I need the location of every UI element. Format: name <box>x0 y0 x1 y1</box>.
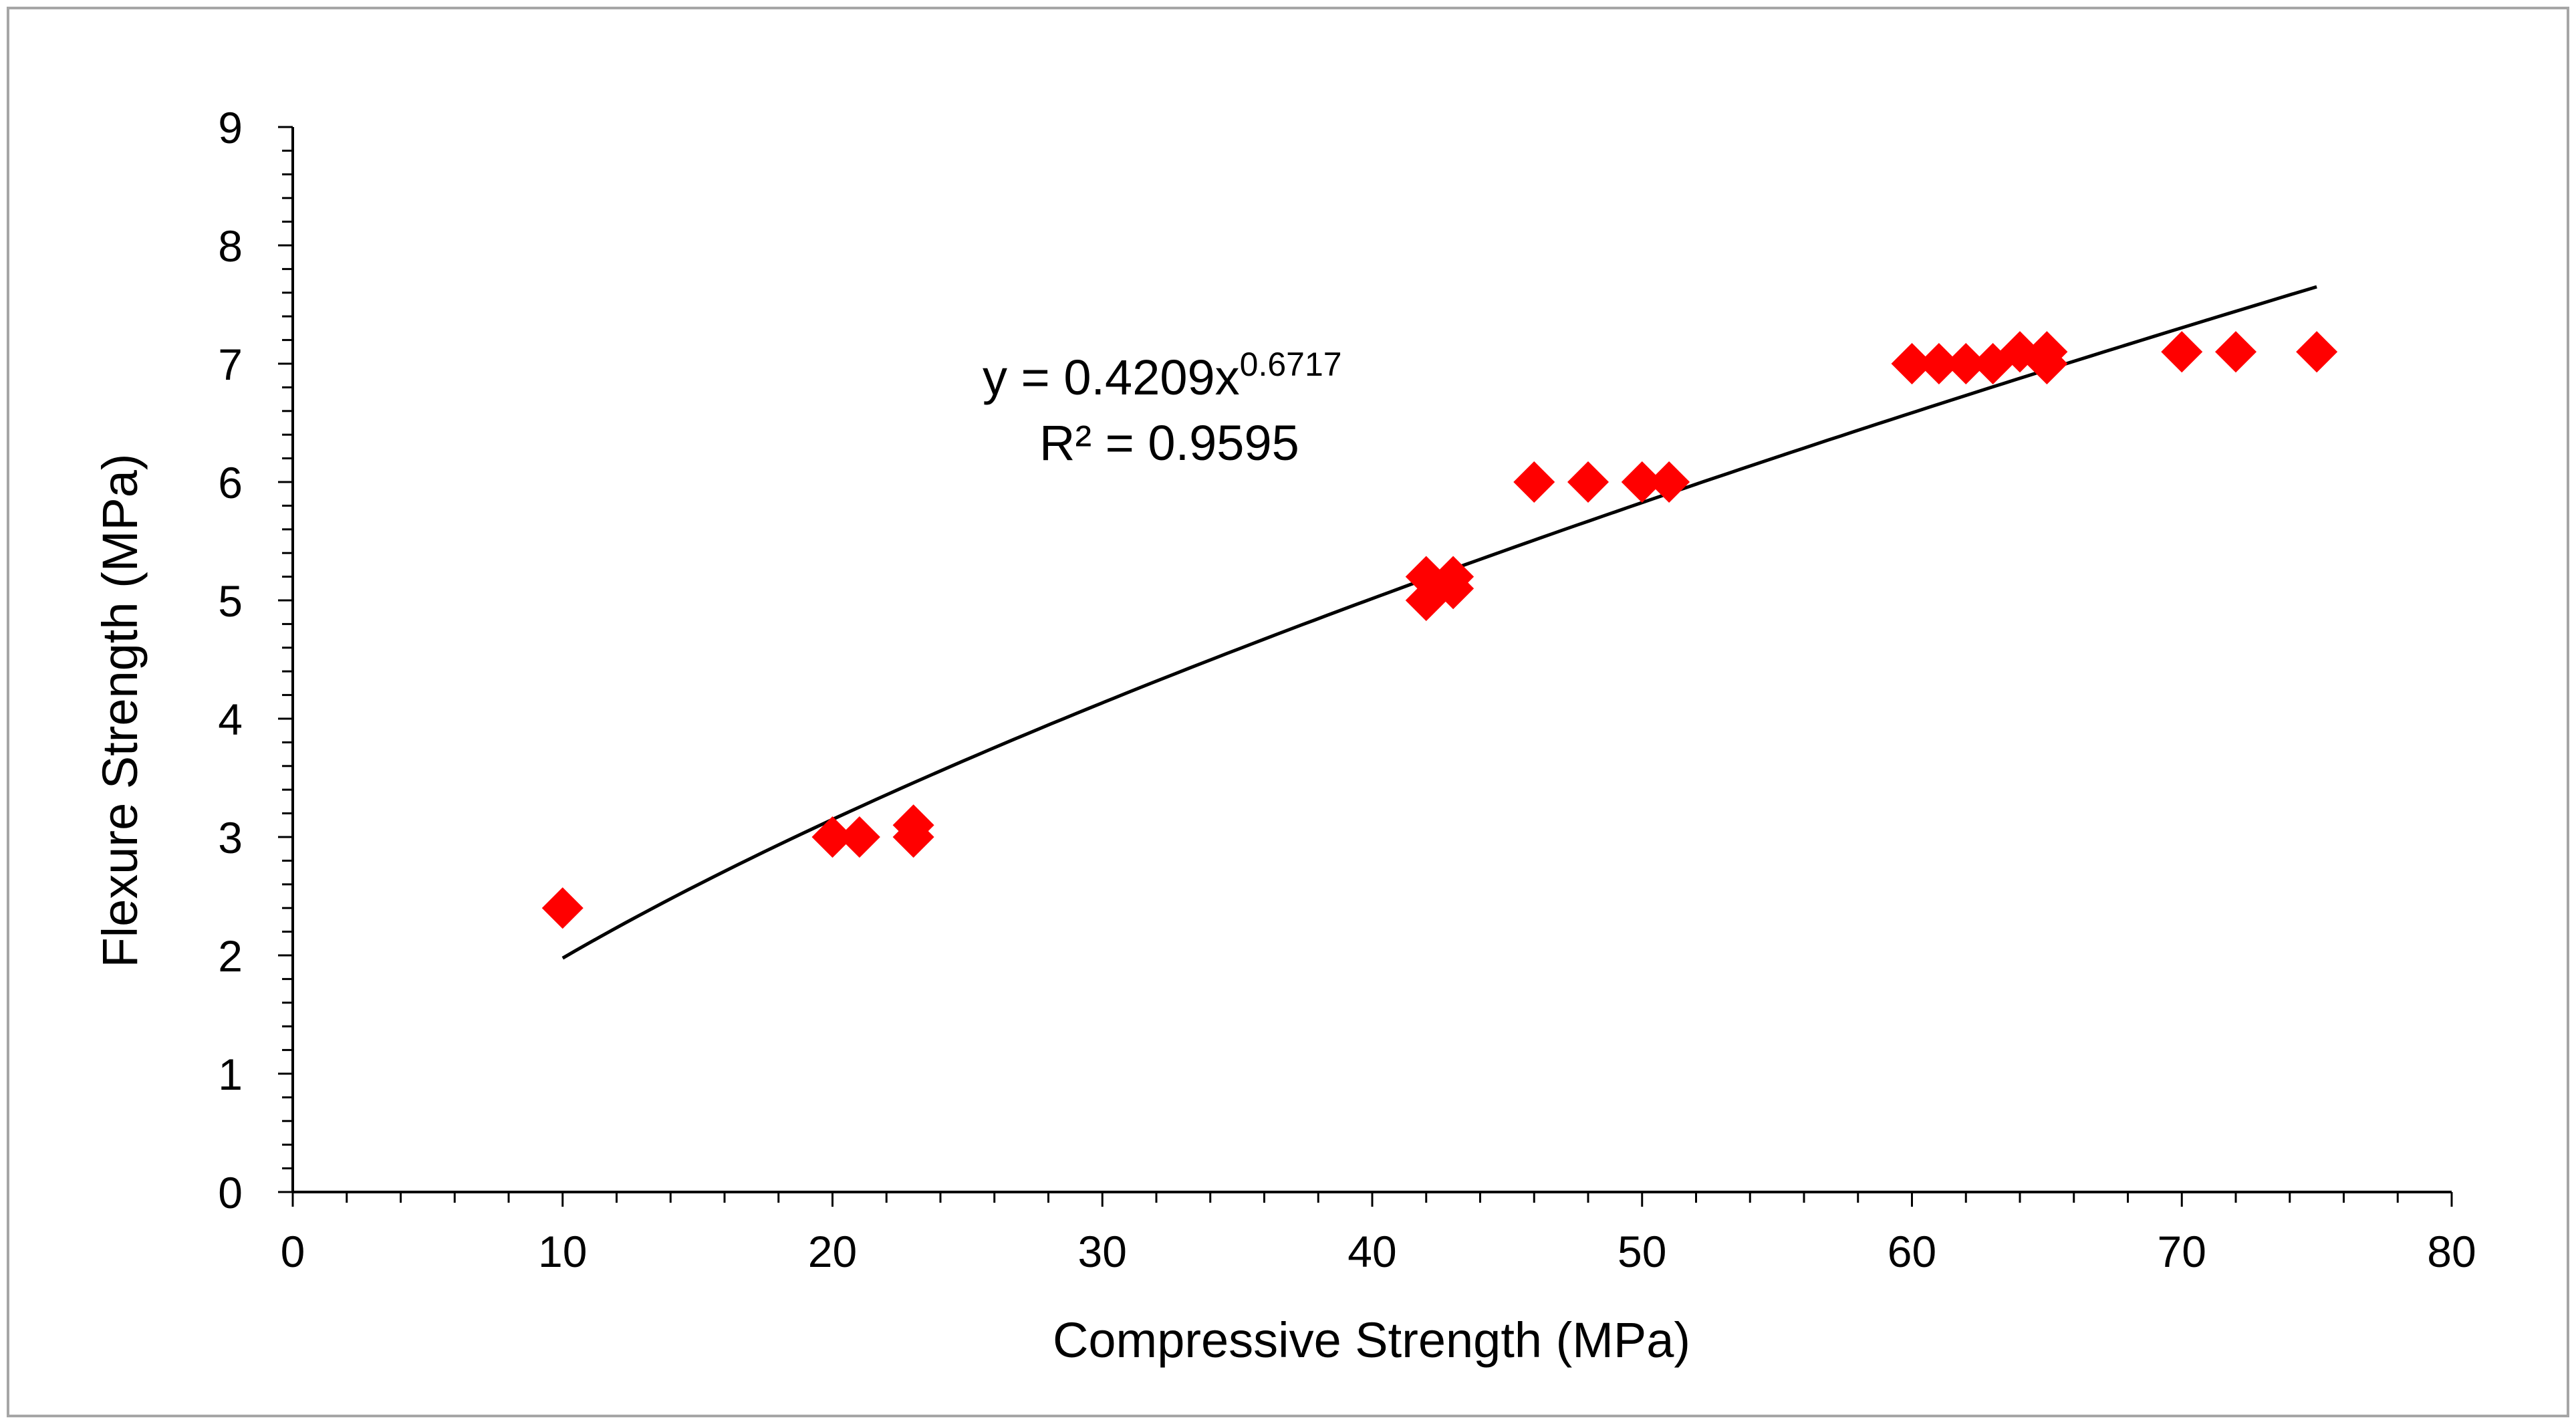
x-tick-label: 0 <box>281 1227 305 1276</box>
y-tick-label: 4 <box>218 695 243 744</box>
data-point-diamond <box>838 816 880 858</box>
x-tick-label: 30 <box>1078 1227 1127 1276</box>
data-point-diamond <box>1432 568 1474 610</box>
x-axis-title: Compressive Strength (MPa) <box>1053 1312 1690 1368</box>
data-point-diamond <box>1918 343 1960 384</box>
y-tick-label: 0 <box>218 1168 243 1217</box>
labels-layer: 0 1 2 3 4 5 6 7 8 9 0 10 20 30 40 50 60 70 80 <box>218 103 2476 1276</box>
x-tick-label: 50 <box>1618 1227 1666 1276</box>
data-point-diamond <box>2026 343 2068 384</box>
x-tick-label: 40 <box>1347 1227 1396 1276</box>
y-tick-label: 9 <box>218 103 243 152</box>
x-tick-label: 20 <box>808 1227 857 1276</box>
points-layer <box>541 331 2338 929</box>
y-tick-label: 5 <box>218 576 243 626</box>
y-tick-label: 7 <box>218 340 243 389</box>
y-tick-label: 6 <box>218 458 243 507</box>
trendline-layer <box>561 285 2317 960</box>
equation-text: y = 0.4209x0.6717 <box>983 346 1342 405</box>
y-tick-label: 1 <box>218 1050 243 1099</box>
power-trendline <box>561 285 2317 960</box>
x-tick-label: 80 <box>2427 1227 2476 1276</box>
data-point-diamond <box>1891 343 1933 384</box>
data-point-diamond <box>1945 343 1987 384</box>
y-tick-label: 3 <box>218 813 243 862</box>
axes-layer <box>278 126 2453 1207</box>
data-point-diamond <box>2296 331 2338 373</box>
y-tick-label: 2 <box>218 931 243 981</box>
data-point-diamond <box>1621 461 1663 503</box>
equation-exponent: 0.6717 <box>1240 346 1342 383</box>
r-squared-text: R² = 0.9595 <box>1039 415 1299 471</box>
y-axis-title: Flexure Strength (MPa) <box>92 453 148 967</box>
data-point-diamond <box>541 887 584 929</box>
data-point-diamond <box>1567 461 1609 503</box>
equation-base: y = 0.4209x <box>983 350 1240 405</box>
chart-frame <box>7 7 2569 1417</box>
y-tick-label: 8 <box>218 221 243 271</box>
x-tick-label: 10 <box>538 1227 587 1276</box>
data-point-diamond <box>1513 461 1555 503</box>
x-tick-label: 60 <box>1888 1227 1936 1276</box>
data-point-diamond <box>2215 331 2257 373</box>
data-point-diamond <box>1648 461 1690 503</box>
x-tick-label: 70 <box>2158 1227 2206 1276</box>
trendline-annotation: y = 0.4209x0.6717 R² = 0.9595 <box>983 346 1342 471</box>
data-point-diamond <box>892 816 934 858</box>
data-point-diamond <box>2161 331 2203 373</box>
data-point-diamond <box>811 816 854 858</box>
